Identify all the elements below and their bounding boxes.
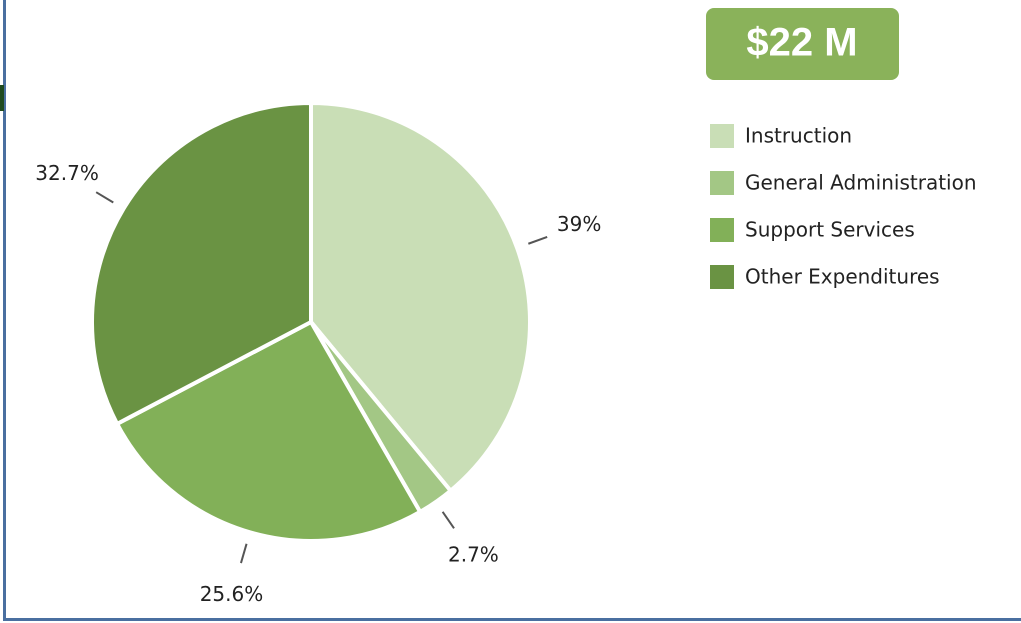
pie-slice — [309, 100, 532, 494]
legend-label: General Administration — [745, 171, 977, 195]
data-label: 2.7% — [448, 543, 499, 567]
leader-line — [528, 236, 548, 245]
badge — [706, 8, 899, 80]
legend-label: Instruction — [745, 124, 852, 148]
data-label: 32.7% — [35, 161, 99, 185]
pie-slice — [90, 100, 313, 427]
legend-swatch — [710, 171, 734, 195]
edge-mark — [0, 85, 4, 111]
leader-line — [240, 543, 248, 564]
legend-swatch — [710, 124, 734, 148]
left-border — [3, 0, 6, 621]
badge-text: $22 M — [746, 21, 857, 65]
legend-swatch — [710, 218, 734, 242]
bottom-border — [3, 618, 1021, 621]
legend-label: Support Services — [745, 218, 915, 242]
legend-label: Other Expenditures — [745, 265, 940, 289]
pie-slice — [114, 319, 423, 543]
data-label: 25.6% — [200, 582, 264, 606]
data-label: 39% — [557, 212, 601, 236]
legend-swatch — [710, 265, 734, 289]
leader-line — [95, 191, 114, 204]
leader-line — [441, 511, 455, 529]
